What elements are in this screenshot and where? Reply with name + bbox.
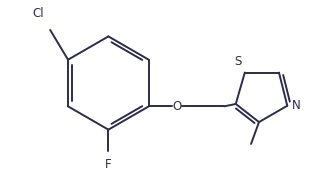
Text: O: O <box>172 100 181 113</box>
Text: F: F <box>105 158 112 171</box>
Text: Cl: Cl <box>33 7 44 20</box>
Text: S: S <box>234 55 242 68</box>
Text: N: N <box>292 99 301 112</box>
